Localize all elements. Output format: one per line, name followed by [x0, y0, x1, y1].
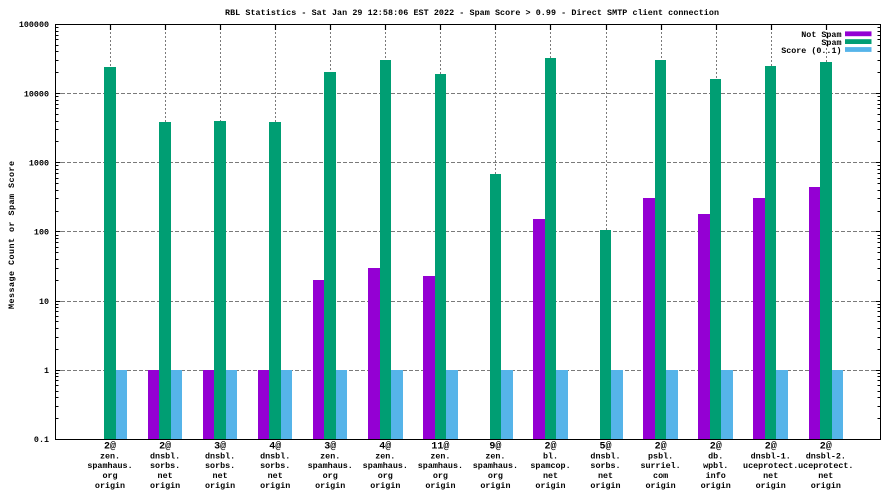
svg-text:3@: 3@: [214, 441, 226, 453]
svg-text:dnsbl.: dnsbl.: [590, 451, 620, 461]
svg-text:5@: 5@: [599, 441, 611, 453]
svg-text:2@: 2@: [655, 441, 667, 453]
svg-text:net: net: [213, 471, 228, 481]
svg-text:org: org: [488, 471, 503, 481]
svg-text:1000: 1000: [29, 159, 49, 169]
svg-text:100000: 100000: [19, 20, 49, 30]
svg-text:origin: origin: [95, 481, 125, 491]
svg-text:org: org: [378, 471, 393, 481]
svg-text:zen.: zen.: [320, 451, 340, 461]
svg-text:origin: origin: [150, 481, 180, 491]
svg-text:origin: origin: [590, 481, 620, 491]
svg-text:net: net: [543, 471, 558, 481]
svg-text:net: net: [763, 471, 778, 481]
svg-text:net: net: [818, 471, 833, 481]
svg-text:spamhaus.: spamhaus.: [308, 461, 353, 471]
svg-text:2@: 2@: [104, 441, 116, 453]
svg-text:sorbs.: sorbs.: [205, 461, 235, 471]
svg-text:spamhaus.: spamhaus.: [473, 461, 518, 471]
svg-text:origin: origin: [756, 481, 786, 491]
svg-text:dnsbl.: dnsbl.: [205, 451, 235, 461]
svg-text:origin: origin: [425, 481, 455, 491]
svg-text:9@: 9@: [489, 441, 501, 453]
svg-text:wpbl.: wpbl.: [703, 461, 728, 471]
svg-text:origin: origin: [811, 481, 841, 491]
svg-text:sorbs.: sorbs.: [590, 461, 620, 471]
svg-text:origin: origin: [260, 481, 290, 491]
svg-text:uceprotect.: uceprotect.: [743, 461, 798, 471]
svg-text:dnsbl.: dnsbl.: [260, 451, 290, 461]
svg-text:2@: 2@: [544, 441, 556, 453]
svg-text:Not Spam: Not Spam: [801, 30, 841, 40]
svg-text:bl.: bl.: [543, 451, 558, 461]
svg-text:2@: 2@: [820, 441, 832, 453]
svg-text:dnsbl-2.: dnsbl-2.: [806, 451, 846, 461]
svg-text:spamhaus.: spamhaus.: [363, 461, 408, 471]
svg-text:dnsbl.: dnsbl.: [150, 451, 180, 461]
svg-text:Message Count or Spam Score: Message Count or Spam Score: [7, 161, 17, 309]
svg-text:1: 1: [44, 366, 49, 376]
svg-text:2@: 2@: [765, 441, 777, 453]
svg-text:10000: 10000: [24, 89, 49, 99]
svg-text:uceprotect.: uceprotect.: [798, 461, 853, 471]
svg-text:11@: 11@: [431, 441, 449, 453]
svg-text:origin: origin: [370, 481, 400, 491]
svg-text:surriel.: surriel.: [640, 461, 680, 471]
svg-text:origin: origin: [205, 481, 235, 491]
svg-text:info: info: [706, 471, 726, 481]
svg-text:dnsbl-1.: dnsbl-1.: [751, 451, 791, 461]
svg-text:org: org: [433, 471, 448, 481]
svg-text:zen.: zen.: [100, 451, 120, 461]
svg-text:origin: origin: [646, 481, 676, 491]
svg-text:zen.: zen.: [375, 451, 395, 461]
svg-text:org: org: [102, 471, 117, 481]
svg-text:zen.: zen.: [485, 451, 505, 461]
svg-text:4@: 4@: [269, 441, 281, 453]
svg-text:psbl.: psbl.: [648, 451, 673, 461]
svg-text:spamhaus.: spamhaus.: [87, 461, 132, 471]
svg-text:4@: 4@: [379, 441, 391, 453]
svg-text:net: net: [268, 471, 283, 481]
svg-text:net: net: [158, 471, 173, 481]
svg-text:spamcop.: spamcop.: [530, 461, 570, 471]
svg-text:origin: origin: [315, 481, 345, 491]
svg-text:spamhaus.: spamhaus.: [418, 461, 463, 471]
svg-text:net: net: [598, 471, 613, 481]
svg-text:sorbs.: sorbs.: [150, 461, 180, 471]
svg-text:com: com: [653, 471, 668, 481]
svg-text:sorbs.: sorbs.: [260, 461, 290, 471]
svg-text:Spam: Spam: [821, 38, 841, 48]
svg-text:origin: origin: [701, 481, 731, 491]
svg-text:0.1: 0.1: [34, 435, 49, 445]
svg-text:2@: 2@: [710, 441, 722, 453]
svg-text:origin: origin: [480, 481, 510, 491]
svg-text:2@: 2@: [159, 441, 171, 453]
svg-text:RBL Statistics - Sat Jan 29 12: RBL Statistics - Sat Jan 29 12:58:06 EST…: [225, 8, 719, 18]
svg-text:zen.: zen.: [430, 451, 450, 461]
svg-text:3@: 3@: [324, 441, 336, 453]
svg-text:Score (0..1): Score (0..1): [781, 46, 841, 56]
svg-text:100: 100: [34, 228, 49, 238]
svg-text:org: org: [323, 471, 338, 481]
svg-text:origin: origin: [535, 481, 565, 491]
svg-text:db.: db.: [708, 451, 723, 461]
svg-text:10: 10: [39, 297, 49, 307]
